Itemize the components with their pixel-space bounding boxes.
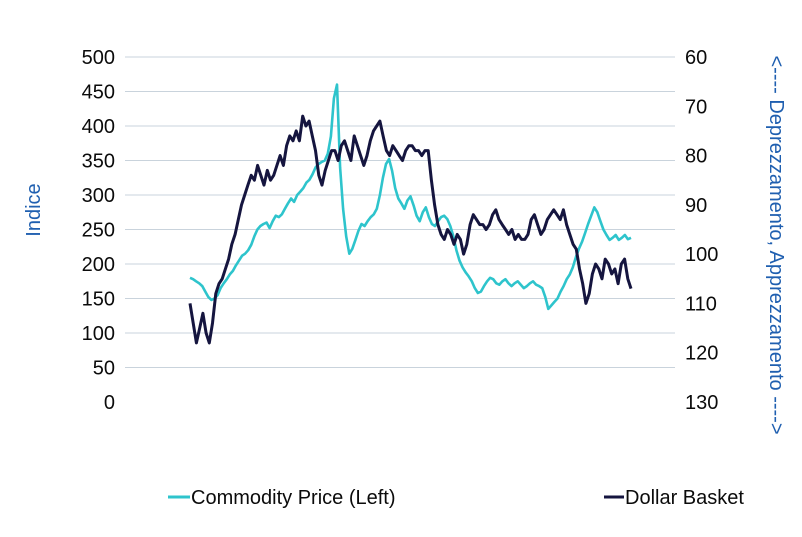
right-tick-label: 60 [685,47,707,69]
left-axis-title: Indice [23,183,45,236]
right-tick-label: 130 [685,392,718,414]
left-tick-label: 350 [82,151,115,173]
legend: Commodity Price (Left) Dollar Basket [168,487,744,509]
left-tick-label: 300 [82,185,115,207]
series-lines [188,83,633,345]
legend-label-commodity: Commodity Price (Left) [191,487,396,509]
left-axis-ticks: 0 50 100 150 200 250 300 350 400 450 500 [82,47,115,414]
left-tick-label: 500 [82,47,115,69]
left-tick-label: 200 [82,254,115,276]
left-tick-label: 250 [82,220,115,242]
series-line-dollar-basket [188,114,633,345]
left-tick-label: 450 [82,82,115,104]
right-tick-label: 80 [685,146,707,168]
legend-label-dollar: Dollar Basket [625,487,744,509]
left-tick-label: 50 [93,358,115,380]
left-tick-label: 0 [104,392,115,414]
left-tick-label: 150 [82,289,115,311]
left-tick-label: 400 [82,116,115,138]
right-tick-label: 100 [685,244,718,266]
series-line-commodity-price [189,83,632,311]
right-tick-label: 90 [685,195,707,217]
right-tick-label: 70 [685,96,707,118]
right-axis-ticks: 60 70 80 90 100 110 120 130 [685,47,718,414]
right-axis-title: <---- Deprezzamento, Apprezzamento ----> [765,55,787,434]
right-tick-label: 120 [685,343,718,365]
left-tick-label: 100 [82,323,115,345]
right-tick-label: 110 [685,293,717,315]
